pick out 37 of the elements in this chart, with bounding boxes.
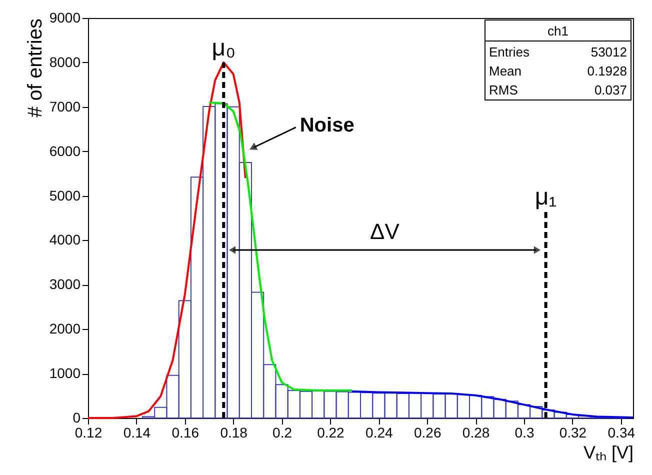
y-tick-label: 0 — [72, 410, 81, 426]
annotation: ΔV — [370, 219, 400, 244]
x-tick-label: 0.16 — [172, 424, 200, 440]
annotation: 0.1928 — [587, 64, 627, 78]
annotation: Noise — [300, 114, 354, 136]
annotation: μ₀ — [212, 34, 236, 62]
y-axis-title: # of entries — [24, 18, 46, 118]
y-tick-label: 9000 — [49, 10, 81, 26]
x-tick-label: 0.28 — [462, 424, 490, 440]
y-tick-label: 4000 — [49, 232, 81, 248]
annotation: 0.037 — [594, 82, 627, 98]
y-tick-label: 3000 — [49, 276, 81, 292]
y-tick-label: 1000 — [49, 365, 81, 382]
x-tick-label: 0.12 — [74, 424, 102, 440]
x-tick-label: 0.26 — [414, 424, 442, 440]
annotation: Mean — [489, 64, 522, 78]
y-tick-label: 6000 — [49, 142, 81, 159]
x-axis-title: Vₜₕ [V] — [583, 442, 634, 462]
x-tick-label: 0.3 — [514, 424, 534, 440]
line-series — [87, 61, 246, 419]
line-series — [208, 101, 354, 392]
x-tick-label: 0.14 — [123, 424, 151, 440]
annotation: μ₁ — [534, 183, 557, 210]
x-tick-label: 0.2 — [272, 424, 292, 440]
y-tick-label: 5000 — [49, 187, 81, 204]
x-tick-label: 0.34 — [608, 424, 636, 440]
x-tick-label: 0.32 — [559, 424, 587, 440]
y-tick-label: 8000 — [49, 54, 81, 70]
x-tick-label: 0.24 — [366, 424, 394, 440]
y-tick-label: 2000 — [49, 320, 81, 337]
x-tick-label: 0.18 — [220, 424, 248, 440]
y-tick-label: 7000 — [49, 98, 81, 114]
annotation: 53012 — [590, 44, 627, 60]
annotation: Entries — [489, 44, 530, 60]
annotation: ch1 — [548, 24, 568, 38]
x-tick-label: 0.22 — [317, 424, 345, 440]
annotation: RMS — [489, 82, 518, 98]
